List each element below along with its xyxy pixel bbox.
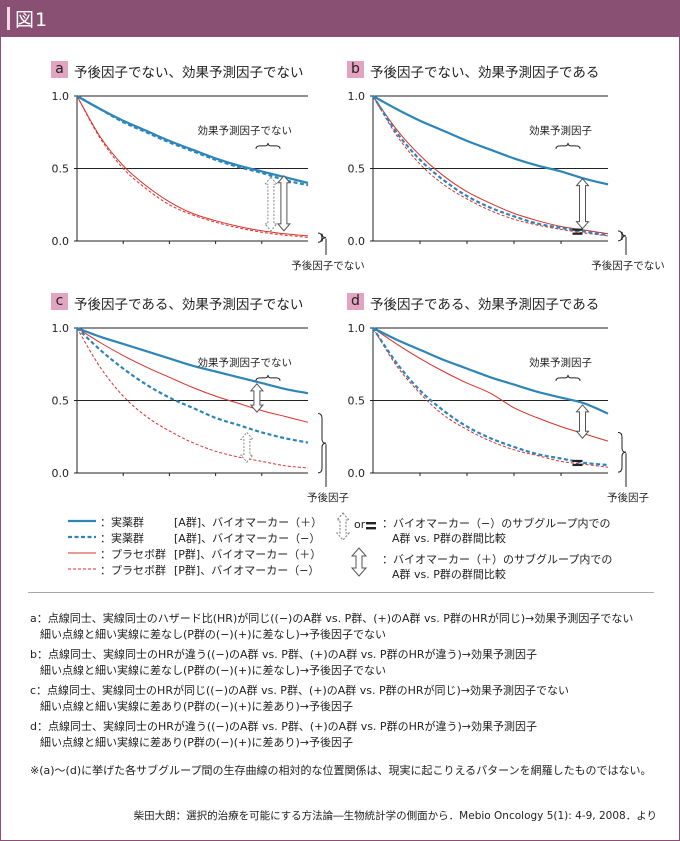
note-b: b：点線同士、実線同士のHRが違う((−)のA群 vs. P群、(+)のA群 v… <box>30 647 537 679</box>
panel-d-ytick: 1.0 <box>348 322 366 335</box>
panel-d-prognostic-label: 予後因子 <box>607 491 649 504</box>
panel-a-prognostic-label: 予後因子でない <box>291 259 365 272</box>
panel-d-equal-bottom <box>572 463 583 467</box>
legend-dashed-arrow-icon <box>335 512 351 541</box>
panel-d-series-2 <box>372 327 609 467</box>
note-d-line2: 細い点線と細い実線に差あり(P群の(−)(+)に差あり)→予後因子 <box>40 736 354 749</box>
panel-d-tag: d <box>347 293 364 310</box>
legend-group-2: ：実薬群 <box>100 532 144 545</box>
panel-b-prognostic-brace <box>617 230 627 242</box>
panel-b-ytick: 0.0 <box>348 235 366 248</box>
panel-b-equal-bottom <box>572 232 583 235</box>
legend-arrow-neg-line1: ：バイオマーカー（−）のサブグループ内での <box>382 517 611 530</box>
note-b-line2: 細い点線と細い実線に差なし(P群の(−)(+)に差なし)→予後因子でない <box>40 664 387 677</box>
panel-c-tag: c <box>51 293 68 310</box>
header-accent <box>7 7 10 30</box>
panel-c-dashed-arrow <box>239 431 254 463</box>
legend-equal-icon <box>366 522 376 530</box>
panel-b-ytick: 0.5 <box>348 163 366 176</box>
panel-c-ytick: 0.5 <box>52 395 70 408</box>
disclaimer: ※(a)〜(d)に挙げた各サブグループ間の生存曲線の相対的な位置関係は、現実に起… <box>30 764 652 777</box>
legend-desc-2: [A群]、バイオマーカー（−） <box>174 532 321 545</box>
panel-c-series-4 <box>76 327 309 469</box>
legend-arrow-neg-line2: A群 vs. P群の群間比較 <box>392 532 506 545</box>
panel-b-effect-brace <box>555 142 581 149</box>
panel-d-effect-brace <box>555 374 581 381</box>
panel-d-effect-label: 効果予測因子 <box>529 356 592 369</box>
note-a-line1: a：点線同士、実線同士のハザード比(HR)が同じ((−)のA群 vs. P群、(… <box>30 612 634 625</box>
figure-title: 図1 <box>15 9 49 31</box>
panel-c-ytick: 1.0 <box>52 322 70 335</box>
legend-group-4: ：プラセボ群 <box>100 564 166 577</box>
panel-d-equal-top <box>572 459 583 463</box>
panel-a-series-1 <box>76 95 309 185</box>
panel-c-effect-label: 効果予測因子でない <box>198 356 293 369</box>
panel-c-series-1 <box>76 326 309 395</box>
panel-b-equal-top <box>572 228 583 231</box>
legend-group-1: ：実薬群 <box>100 516 144 529</box>
panel-b-series-2 <box>372 95 609 237</box>
panel-c-prognostic-label: 予後因子 <box>307 491 349 504</box>
panel-b-prognostic-label: 予後因子でない <box>591 259 665 272</box>
panel-d-series-4 <box>372 327 609 468</box>
panel-a-series-4 <box>76 95 309 238</box>
panel-a-solid-arrow <box>276 174 291 232</box>
legend-arrow-pos-line1: ：バイオマーカー（＋）のサブグループ内での <box>382 553 613 566</box>
panel-c-series-3 <box>76 327 309 423</box>
panel-c-solid-arrow <box>249 383 264 413</box>
legend-arrow-pos-line2: A群 vs. P群の群間比較 <box>392 568 506 581</box>
legend-desc-3: [P群]、バイオマーカー（＋） <box>174 548 322 561</box>
figure-header: 図1 <box>0 0 680 37</box>
section-divider <box>28 592 654 593</box>
panel-c-effect-brace <box>255 374 281 381</box>
panel-a-series-3 <box>76 95 309 237</box>
panel-c-ytick: 0.0 <box>52 467 70 480</box>
panel-d-title: 予後因子である、効果予測因子である <box>370 297 600 313</box>
legend-solid-arrow-icon <box>350 547 368 577</box>
legend-group-3: ：プラセボ群 <box>100 548 166 561</box>
panel-d-ytick: 0.0 <box>348 467 366 480</box>
note-b-line1: b：点線同士、実線同士のHRが違う((−)のA群 vs. P群、(+)のA群 v… <box>30 648 537 661</box>
panel-b-series-4 <box>372 95 609 237</box>
panel-d-ytick: 0.5 <box>348 395 366 408</box>
note-c-line1: c：点線同士、実線同士のHRが同じ((−)のA群 vs. P群、(+)のA群 v… <box>30 684 570 697</box>
panel-c-prognostic-brace <box>317 413 327 474</box>
source-citation: 柴田大朗：選択的治療を可能にする方法論―生物統計学の側面から．Mebio Onc… <box>133 810 657 822</box>
panel-a-tag: a <box>51 61 68 78</box>
panel-b-title: 予後因子でない、効果予測因子である <box>370 65 600 81</box>
note-d-line1: d：点線同士、実線同士のHRが違う((−)のA群 vs. P群、(+)のA群 v… <box>30 720 537 733</box>
panel-c-title: 予後因子である、効果予測因子でない <box>74 297 304 313</box>
panel-a-dashed-arrow <box>263 176 278 232</box>
panel-a-effect-brace <box>255 142 281 149</box>
panel-d-series-3 <box>372 327 609 442</box>
legend-desc-4: [P群]、バイオマーカー（−） <box>174 564 320 577</box>
note-a-line2: 細い点線と細い実線に差なし(P群の(−)(+)に差なし)→予後因子でない <box>40 628 387 641</box>
panel-a-prognostic-brace <box>317 232 327 243</box>
panel-b-effect-label: 効果予測因子 <box>529 124 592 137</box>
panel-b-series-3 <box>372 95 609 235</box>
panel-d-prognostic-brace <box>617 431 627 473</box>
note-c: c：点線同士、実線同士のHRが同じ((−)のA群 vs. P群、(+)のA群 v… <box>30 683 569 715</box>
panel-a-ytick: 0.0 <box>52 235 70 248</box>
panel-b-ytick: 1.0 <box>348 90 366 103</box>
panel-d-series-1 <box>372 327 609 415</box>
note-a: a：点線同士、実線同士のハザード比(HR)が同じ((−)のA群 vs. P群、(… <box>30 611 633 643</box>
note-c-line2: 細い点線と細い実線に差あり(P群の(−)(+)に差あり)→予後因子 <box>40 700 354 713</box>
panel-b-tag: b <box>347 61 364 78</box>
legend-desc-1: [A群]、バイオマーカー（＋） <box>174 516 323 529</box>
panel-a-ytick: 0.5 <box>52 163 70 176</box>
panel-a-effect-label: 効果予測因子でない <box>198 124 293 137</box>
panel-d-solid-arrow <box>575 404 590 439</box>
note-d: d：点線同士、実線同士のHRが違う((−)のA群 vs. P群、(+)のA群 v… <box>30 719 537 751</box>
legend-or: or <box>354 518 366 531</box>
panel-a-ytick: 1.0 <box>52 90 70 103</box>
panel-b-series-1 <box>372 95 609 186</box>
panel-a-title: 予後因子でない、効果予測因子でない <box>74 65 304 81</box>
panel-c-series-2 <box>76 327 309 444</box>
